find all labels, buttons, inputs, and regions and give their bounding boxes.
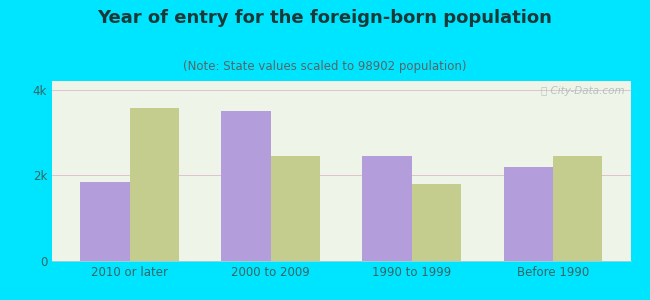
Bar bbox=[363, 156, 412, 261]
Bar bbox=[270, 156, 320, 261]
Bar bbox=[504, 167, 553, 261]
Text: (Note: State values scaled to 98902 population): (Note: State values scaled to 98902 popu… bbox=[183, 60, 467, 73]
Text: Year of entry for the foreign-born population: Year of entry for the foreign-born popul… bbox=[98, 9, 552, 27]
Bar bbox=[553, 156, 603, 261]
Bar bbox=[80, 182, 129, 261]
Bar bbox=[412, 184, 462, 261]
Bar bbox=[221, 111, 270, 261]
Bar bbox=[129, 108, 179, 261]
Text: ⓘ City-Data.com: ⓘ City-Data.com bbox=[541, 86, 625, 96]
